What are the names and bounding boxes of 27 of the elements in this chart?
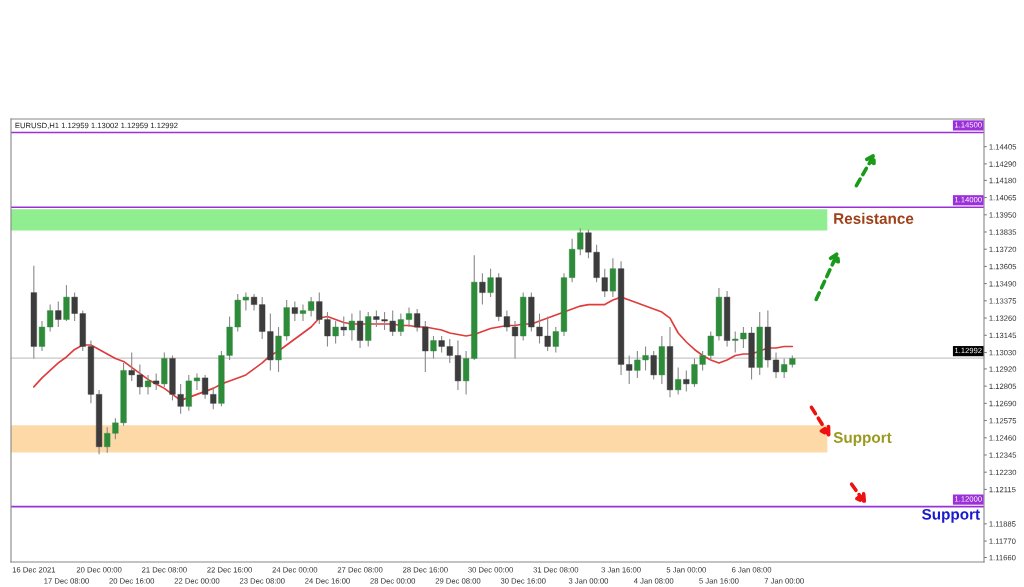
annotation: Support	[922, 508, 980, 523]
candlestick	[47, 304, 54, 333]
candlestick	[683, 369, 690, 392]
candlestick	[308, 296, 315, 318]
candlestick	[675, 366, 682, 395]
candlestick	[365, 311, 372, 348]
candlestick	[144, 374, 152, 395]
candlestick	[38, 320, 46, 352]
candlestick	[511, 320, 519, 360]
candlestick	[650, 350, 657, 380]
candlestick	[487, 268, 494, 298]
candlestick	[63, 284, 70, 322]
candlestick	[479, 272, 486, 306]
candlestick	[348, 313, 355, 342]
candlestick	[340, 315, 347, 337]
candlestick	[357, 310, 364, 349]
candlestick	[430, 335, 437, 360]
candlestick	[397, 313, 404, 337]
band-label: Support	[833, 432, 892, 446]
candlestick	[405, 307, 413, 328]
candlestick	[772, 351, 780, 379]
candlestick	[291, 301, 298, 322]
candlestick	[609, 257, 616, 298]
candlestick	[332, 320, 339, 345]
band-label: Resistance	[834, 212, 914, 224]
candlestick	[55, 301, 62, 328]
candlestick	[299, 304, 307, 322]
